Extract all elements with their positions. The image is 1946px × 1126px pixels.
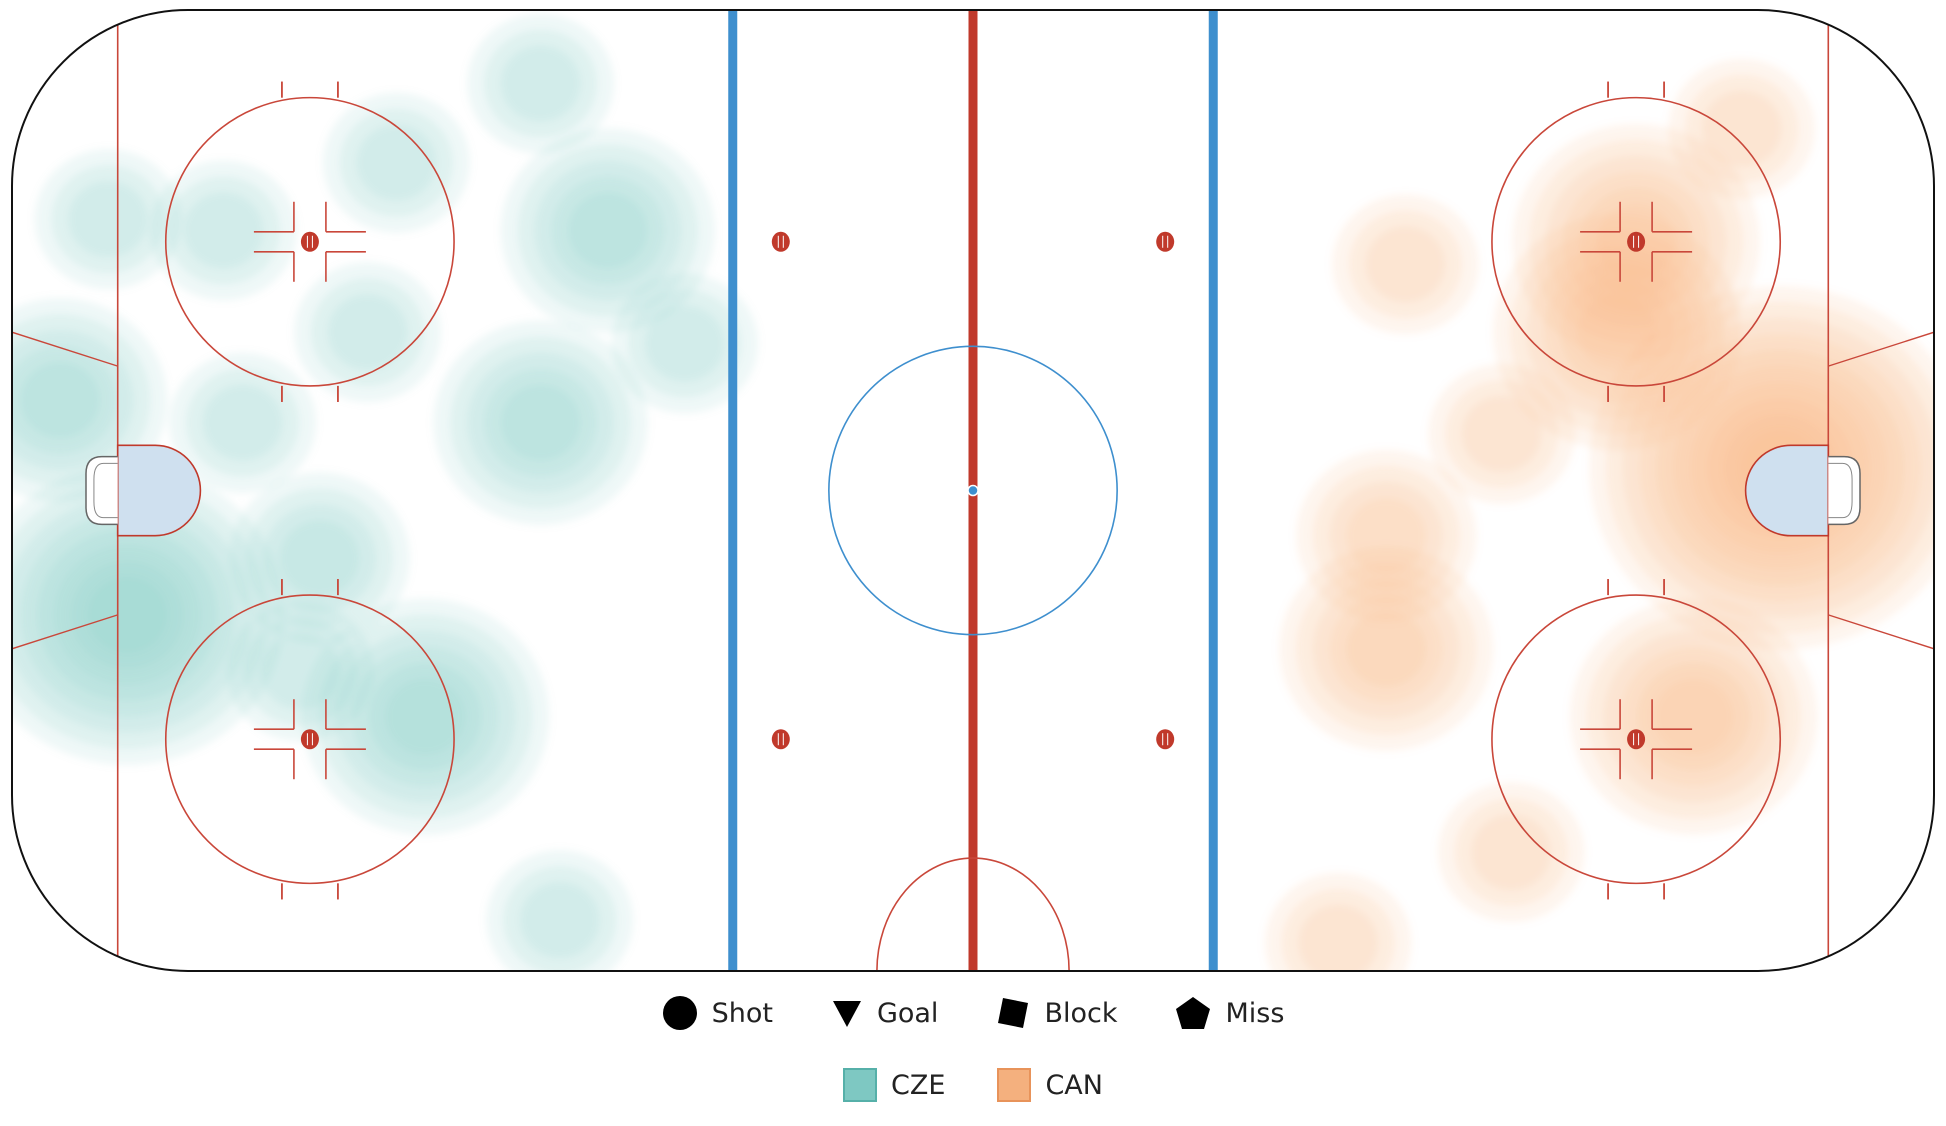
heat-contour-cze-11-2 <box>356 124 437 201</box>
legend-shot-label: Shot <box>711 997 773 1029</box>
heat-contour-cze-3-3 <box>279 520 360 597</box>
heat-contour-cze-13-2 <box>260 633 341 710</box>
heat-contour-cze-14-2 <box>327 294 408 371</box>
heat-contour-cze-1-4 <box>20 362 100 439</box>
trapezoid-top-0 <box>12 331 118 367</box>
legend-miss: Miss <box>1175 996 1284 1030</box>
neutral-dot-0 <box>771 231 790 252</box>
heat-contour-cze-5-2 <box>202 384 283 461</box>
faceoff-dot-1 <box>300 729 319 750</box>
legend-team-can-label: CAN <box>1045 1069 1103 1101</box>
shot-marker-icon <box>662 996 697 1030</box>
heat-contour-cze-9-2 <box>644 305 725 382</box>
block-marker-icon <box>998 998 1029 1028</box>
goal-marker-icon <box>832 1001 861 1027</box>
trapezoid-bottom-0 <box>12 614 118 650</box>
goal-net-inner-0 <box>93 462 118 519</box>
legend-miss-label: Miss <box>1225 997 1285 1029</box>
heat-contour-can-6-2 <box>1471 814 1552 891</box>
heat-contour-can-7-2 <box>1298 904 1379 971</box>
faceoff-circle-3 <box>1491 594 1782 885</box>
goal-crease-1 <box>1744 444 1830 537</box>
legend-goal: Goal <box>831 997 939 1029</box>
trapezoid-bottom-1 <box>1828 614 1934 650</box>
heat-contour-cze-10-2 <box>183 192 264 269</box>
heat-contour-cze-12-2 <box>68 181 148 258</box>
faceoff-circle-0 <box>164 96 455 387</box>
rink-boards <box>11 9 1935 972</box>
neutral-dot-3 <box>1156 729 1175 750</box>
can-color-swatch <box>997 1068 1032 1102</box>
heat-contour-can-10-2 <box>1461 395 1542 472</box>
faceoff-dot-3 <box>1627 729 1646 750</box>
heat-contour-cze-2-5 <box>385 678 466 755</box>
legend-goal-label: Goal <box>876 997 939 1029</box>
rink-markings <box>12 10 1934 971</box>
neutral-dot-2 <box>1156 231 1175 252</box>
legend-shot: Shot <box>662 995 773 1031</box>
center-circle <box>828 345 1118 636</box>
legend-block-label: Block <box>1044 997 1118 1029</box>
heat-contour-can-5-3 <box>1346 497 1427 574</box>
miss-marker-icon <box>1176 997 1211 1029</box>
legend-team-cze-label: CZE <box>891 1069 946 1101</box>
goal-net-0 <box>85 455 118 526</box>
legend-block: Block <box>996 996 1117 1030</box>
goal-net-1 <box>1828 455 1861 526</box>
legend-team-can: CAN <box>997 1068 1103 1102</box>
faceoff-dot-2 <box>1627 231 1646 252</box>
cze-color-swatch <box>843 1068 878 1102</box>
rink-heatmap-chart <box>11 9 1935 972</box>
faceoff-dot-0 <box>300 231 319 252</box>
heat-series-cze <box>12 13 759 971</box>
faceoff-circle-2 <box>1491 96 1782 387</box>
heat-contour-cze-6-4 <box>567 192 648 269</box>
legend-team-cze: CZE <box>843 1068 945 1102</box>
heat-contour-can-8-2 <box>1701 90 1782 167</box>
referee-crease <box>876 857 1070 971</box>
team-legend: CZE CAN <box>0 1068 1946 1102</box>
heat-contour-can-4-4 <box>1346 610 1427 687</box>
heat-contour-can-9-2 <box>1365 226 1446 303</box>
trapezoid-top-1 <box>1828 331 1934 367</box>
heat-contour-cze-0-7 <box>87 576 168 653</box>
heat-contour-cze-7-2 <box>500 45 581 122</box>
heat-contour-cze-8-2 <box>519 882 600 959</box>
heat-contour-cze-4-4 <box>500 384 581 461</box>
goal-crease-0 <box>116 444 202 537</box>
heat-contour-can-1-5 <box>1653 678 1734 755</box>
center-spot <box>967 484 979 497</box>
goal-net-inner-1 <box>1828 462 1853 519</box>
faceoff-circle-1 <box>164 594 455 885</box>
event-legend: Shot Goal Block Miss <box>0 995 1946 1031</box>
neutral-dot-1 <box>771 729 790 750</box>
